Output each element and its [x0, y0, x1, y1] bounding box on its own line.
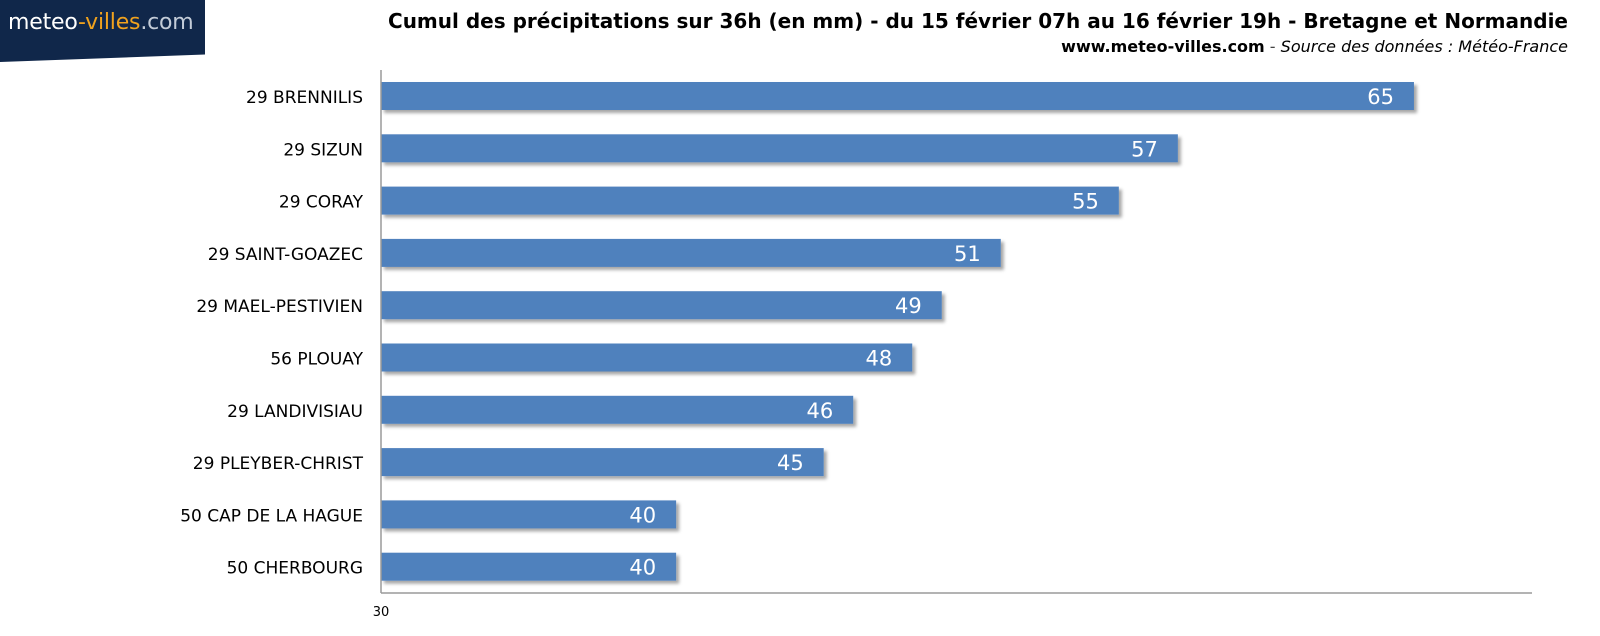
- bar-value-label: 49: [895, 294, 922, 318]
- bar-value-label: 51: [954, 242, 981, 266]
- bar: [381, 343, 913, 372]
- chart-subtitle: www.meteo-villes.com - Source des donnée…: [1061, 37, 1568, 56]
- category-label: 56 PLOUAY: [270, 350, 363, 370]
- category-label: 29 CORAY: [279, 193, 364, 213]
- bar: [381, 238, 1001, 267]
- bar-value-label: 45: [777, 451, 804, 475]
- bar-value-label: 55: [1072, 190, 1099, 214]
- bar: [381, 395, 854, 424]
- bar: [381, 186, 1119, 215]
- bar: [381, 82, 1414, 110]
- category-label: 50 CHERBOURG: [227, 559, 363, 579]
- chart-title: Cumul des précipitations sur 36h (en mm)…: [388, 9, 1568, 33]
- bar-value-label: 46: [806, 399, 833, 423]
- category-label: 29 SAINT-GOAZEC: [208, 245, 363, 265]
- logo-part-com: .com: [140, 10, 194, 35]
- category-label: 29 PLEYBER-CHRIST: [193, 454, 364, 474]
- x-tick-label: 30: [373, 605, 390, 620]
- category-label: 50 CAP DE LA HAGUE: [180, 506, 363, 526]
- bar: [381, 552, 677, 581]
- bar: [381, 134, 1178, 163]
- bar-value-label: 40: [629, 503, 656, 527]
- data-source: Source des données : Météo-France: [1280, 37, 1568, 56]
- logo: meteo-villes.com: [0, 0, 205, 62]
- logo-text: meteo-villes.com: [8, 10, 194, 35]
- bar-value-label: 57: [1131, 137, 1158, 161]
- logo-part-villes: -villes: [78, 10, 141, 35]
- logo-part-meteo: meteo: [8, 10, 78, 35]
- bar-value-label: 65: [1367, 85, 1394, 109]
- category-label: 29 MAEL-PESTIVIEN: [196, 297, 363, 317]
- category-label: 29 LANDIVISIAU: [227, 402, 363, 422]
- category-label: 29 SIZUN: [283, 140, 363, 160]
- bar-value-label: 40: [629, 556, 656, 580]
- bar: [381, 448, 824, 477]
- subtitle-separator: -: [1264, 37, 1281, 56]
- site-link[interactable]: www.meteo-villes.com: [1061, 37, 1265, 56]
- bar: [381, 500, 677, 529]
- bar: [381, 291, 942, 320]
- bar-value-label: 48: [865, 347, 892, 371]
- category-label: 29 BRENNILIS: [246, 88, 363, 108]
